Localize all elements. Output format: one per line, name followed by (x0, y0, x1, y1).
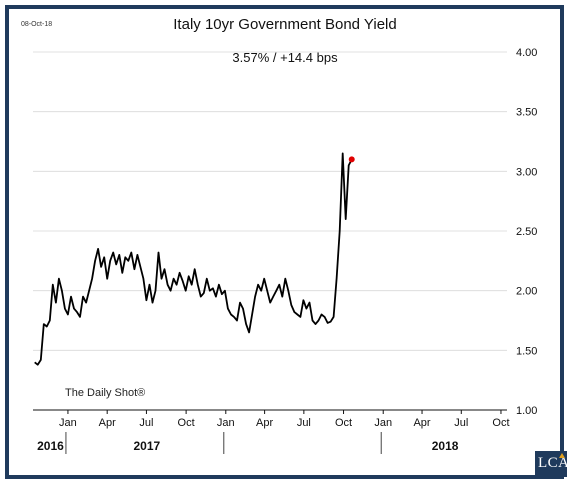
y-tick-label: 2.50 (516, 226, 537, 238)
x-tick-label: Jul (454, 417, 468, 429)
x-tick-label: Jul (139, 417, 153, 429)
y-tick-label: 1.00 (516, 405, 537, 417)
x-tick-label: Oct (492, 417, 509, 429)
lca-logo: LCA (535, 451, 569, 477)
source-label: The Daily Shot® (65, 387, 145, 399)
x-tick-label: Jan (217, 417, 235, 429)
x-tick-label: Jul (297, 417, 311, 429)
last-value-marker (348, 156, 355, 163)
x-axis: Jan Apr Jul Oct Jan Apr Jul Oct Jan Apr Jul Oct 2016… (33, 409, 510, 454)
x-tick-label: Apr (99, 417, 116, 429)
grid-lines (33, 51, 507, 411)
y-tick-label: 3.00 (516, 166, 537, 178)
chart-subtitle: 3.57% / +14.4 bps (232, 50, 338, 65)
x-tick-label: Apr (413, 417, 430, 429)
x-tick-label: Oct (178, 417, 195, 429)
y-tick-label: 2.00 (516, 286, 537, 298)
x-tick-label: Jan (374, 417, 392, 429)
year-label: 2018 (432, 439, 459, 453)
y-axis: 4.00 3.50 3.00 2.50 2.00 1.50 1.00 (516, 47, 537, 417)
yield-line (34, 152, 353, 366)
year-label: 2016 (37, 439, 64, 453)
year-label: 2017 (134, 439, 161, 453)
y-tick-label: 3.50 (516, 107, 537, 119)
chart-title: Italy 10yr Government Bond Yield (173, 16, 396, 33)
y-tick-label: 4.00 (516, 47, 537, 59)
y-tick-label: 1.50 (516, 345, 537, 357)
date-stamp: 08-Oct-18 (21, 21, 52, 28)
chart-frame: 08-Oct-18 Italy 10yr Government Bond Yie… (5, 5, 569, 479)
chart-canvas: 08-Oct-18 Italy 10yr Government Bond Yie… (21, 16, 537, 454)
yield-series (34, 152, 355, 366)
x-tick-label: Oct (335, 417, 352, 429)
x-tick-label: Apr (256, 417, 273, 429)
x-tick-label: Jan (59, 417, 77, 429)
